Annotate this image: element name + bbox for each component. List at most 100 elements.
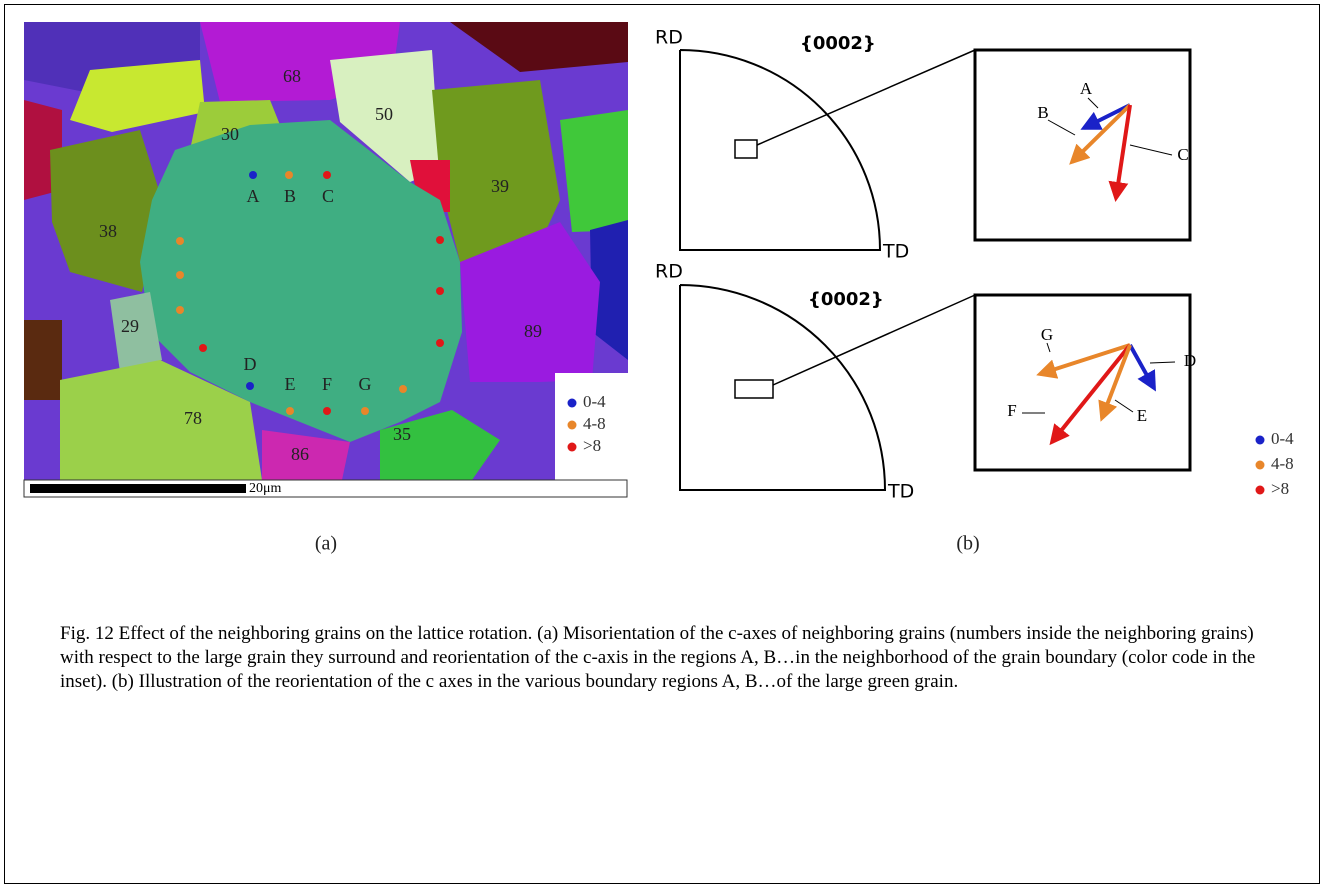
figure-caption: Fig. 12 Effect of the neighboring grains… (60, 623, 1256, 692)
grain-label: 86 (291, 444, 309, 464)
point (176, 237, 184, 245)
pole-figure-top (679, 48, 1192, 251)
scale-label: 20μm (249, 481, 282, 496)
arrow-label: D (1184, 351, 1196, 370)
grain-label: 78 (184, 408, 202, 428)
arrow-label: B (1037, 103, 1048, 122)
point (399, 385, 407, 393)
legend: 0-4 4-8 >8 (1255, 429, 1294, 498)
panel-label: (b) (956, 533, 979, 555)
point-label: B (284, 186, 296, 206)
point-label: D (244, 354, 257, 374)
page-border (4, 4, 1320, 884)
point (176, 306, 184, 314)
panel-label: (a) (315, 533, 337, 555)
point (436, 339, 444, 347)
leader (1046, 342, 1051, 353)
grain (70, 60, 205, 132)
grain (24, 320, 62, 400)
plane-label: {0002} (808, 289, 884, 310)
legend-box (555, 373, 628, 480)
pole-figure-bottom (679, 284, 1192, 491)
point-label: F (322, 374, 332, 394)
arrow (1098, 344, 1132, 422)
point-label: A (247, 186, 260, 206)
point-label: E (285, 374, 296, 394)
legend: 0-4 4-8 >8 (555, 373, 628, 480)
point (361, 407, 369, 415)
grain (330, 50, 440, 182)
grain-label: 68 (283, 66, 301, 86)
leader (1114, 399, 1134, 413)
arrow (1108, 104, 1132, 202)
axis-label: RD (655, 261, 683, 283)
legend-label: 0-4 (583, 392, 606, 411)
large-grain (140, 120, 462, 442)
small-box (734, 379, 774, 399)
scale-bar (30, 484, 246, 493)
grain-label: 29 (121, 316, 139, 336)
connector (756, 49, 976, 146)
figure: 68 50 30 39 38 29 89 78 86 35 A B C D E … (23, 22, 1294, 555)
grain-label: 30 (221, 124, 239, 144)
point-label: C (322, 186, 334, 206)
legend-marker (567, 398, 577, 408)
grain (560, 110, 628, 232)
legend-marker (567, 442, 577, 452)
arrow-label: E (1137, 406, 1147, 425)
ebsd-map: 68 50 30 39 38 29 89 78 86 35 A B C D E … (23, 22, 628, 498)
grain-label: 35 (393, 424, 411, 444)
quadrant (679, 49, 882, 251)
arrow-label: F (1007, 401, 1016, 420)
grain (460, 222, 600, 382)
arrow-label: G (1041, 325, 1053, 344)
point (323, 407, 331, 415)
legend-label: 4-8 (1271, 454, 1294, 473)
arrow (1069, 103, 1132, 165)
grain-label: 39 (491, 176, 509, 196)
arrow-label: A (1080, 79, 1093, 98)
point (246, 382, 254, 390)
grain (432, 80, 560, 282)
arrow (1036, 343, 1131, 379)
point (323, 171, 331, 179)
grain (380, 410, 500, 480)
grain (262, 430, 350, 480)
point (286, 407, 294, 415)
grain-label: 50 (375, 104, 393, 124)
plane-label: {0002} (800, 33, 876, 54)
leader (1149, 361, 1176, 364)
point (199, 344, 207, 352)
grain (110, 292, 162, 372)
region-points: A B C D E F G (176, 171, 444, 415)
small-box (734, 139, 758, 159)
grain (450, 22, 628, 72)
zoom-box (973, 48, 1192, 242)
legend-label: 0-4 (1271, 429, 1294, 448)
point (249, 171, 257, 179)
axis-label: TD (887, 481, 914, 503)
axis-label: RD (655, 27, 683, 49)
legend-label: 4-8 (583, 414, 606, 433)
grain (60, 360, 262, 480)
legend-marker (1255, 485, 1265, 495)
grain (50, 130, 162, 292)
legend-marker (1255, 460, 1265, 470)
axis-label: TD (882, 241, 909, 263)
point (285, 171, 293, 179)
point (436, 287, 444, 295)
connector (772, 294, 976, 386)
grain-label: 89 (524, 321, 542, 341)
arrow (1049, 343, 1132, 446)
arrow (1128, 344, 1156, 392)
point (436, 236, 444, 244)
arrow-label: C (1177, 145, 1188, 164)
grain-label: 38 (99, 221, 117, 241)
zoom-box (973, 293, 1192, 472)
leader (1087, 97, 1099, 109)
quadrant (679, 284, 887, 491)
legend-label: >8 (583, 436, 601, 455)
point-label: G (359, 374, 372, 394)
legend-marker (567, 420, 577, 430)
